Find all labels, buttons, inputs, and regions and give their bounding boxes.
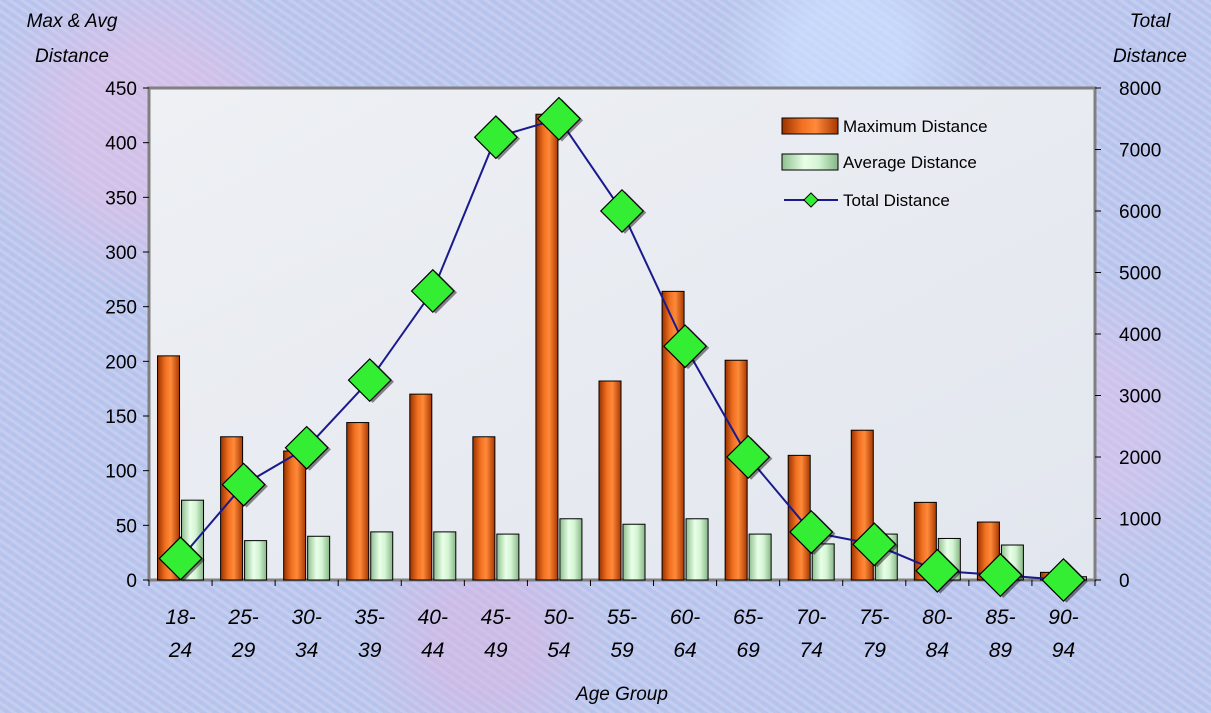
- bar-average-distance: [307, 535, 331, 581]
- marker-total-distance: [1041, 557, 1086, 603]
- bar-maximum-distance: [346, 422, 370, 581]
- legend-marker-total-distance: [803, 192, 819, 208]
- legend-swatch-maximum-distance: [781, 117, 839, 135]
- bar-maximum-distance: [157, 355, 181, 581]
- left-tick-label: 150: [105, 407, 137, 428]
- marker-total-distance: [852, 522, 897, 567]
- right-tick-label: 2000: [1119, 448, 1161, 469]
- bar-maximum-distance: [535, 113, 559, 581]
- legend-swatch-average-distance: [781, 153, 839, 171]
- legend-label-maximum-distance: Maximum Distance: [843, 117, 988, 136]
- x-tick-label: 85-89: [985, 606, 1015, 662]
- bar-average-distance: [370, 531, 394, 581]
- left-tick-label: 100: [105, 462, 137, 483]
- x-tick-label: 35-39: [355, 606, 385, 662]
- bar-average-distance: [622, 523, 646, 581]
- bar-maximum-distance: [598, 380, 622, 581]
- right-tick-label: 1000: [1119, 510, 1161, 531]
- bar-average-distance: [685, 518, 709, 581]
- marker-total-distance: [726, 434, 771, 480]
- left-tick-label: 450: [105, 79, 137, 100]
- right-tick-label: 4000: [1119, 325, 1161, 346]
- left-tick-label: 400: [105, 134, 137, 155]
- left-tick-label: 250: [105, 298, 137, 319]
- marker-total-distance: [536, 96, 581, 141]
- right-tick-label: 8000: [1119, 79, 1161, 100]
- marker-total-distance: [284, 425, 329, 470]
- bar-average-distance: [244, 540, 268, 581]
- marker-total-distance: [410, 268, 455, 314]
- left-tick-label: 200: [105, 352, 137, 373]
- x-tick-label: 30-34: [291, 606, 321, 662]
- left-axis: 0 50 100 150 200 250 300 350 400 450: [105, 79, 149, 592]
- bar-average-distance: [748, 533, 772, 581]
- legend-item-maximum-distance: Maximum Distance: [781, 117, 988, 136]
- marker-total-distance: [473, 115, 518, 160]
- bar-series: [157, 113, 1087, 581]
- x-tick-label: 65-69: [733, 606, 763, 662]
- marker-total-distance: [915, 548, 960, 593]
- right-axis: 0 1000 2000 3000 4000 5000 6000 7000 8000: [1095, 79, 1161, 592]
- legend-label-total-distance: Total Distance: [843, 191, 950, 210]
- left-tick-label: 50: [116, 516, 137, 537]
- legend: Maximum Distance Average Distance Total …: [781, 117, 988, 210]
- x-tick-label: 90-94: [1048, 606, 1078, 662]
- x-tick-label: 50-54: [544, 606, 574, 662]
- marker-total-distance: [347, 358, 392, 403]
- bar-average-distance: [433, 531, 457, 581]
- bar-maximum-distance: [283, 450, 307, 581]
- marker-total-distance: [663, 324, 708, 369]
- right-tick-label: 3000: [1119, 387, 1161, 408]
- marker-total-distance: [599, 188, 645, 234]
- bar-maximum-distance: [472, 436, 496, 581]
- x-tick-label: 18-24: [165, 606, 195, 662]
- bar-maximum-distance: [409, 393, 433, 581]
- right-axis-title-line-1: Total: [1130, 11, 1171, 32]
- x-tick-label: 45-49: [481, 606, 511, 662]
- right-tick-label: 6000: [1119, 202, 1161, 223]
- x-tick-label: 60-64: [670, 606, 700, 662]
- left-axis-title-line-1: Max & Avg: [27, 11, 118, 32]
- right-axis-title-line-2: Distance: [1113, 46, 1187, 67]
- line-series: [158, 96, 1088, 603]
- x-tick-label: 80-84: [922, 606, 952, 662]
- x-tick-label: 70-74: [796, 606, 826, 662]
- bar-average-distance: [811, 543, 835, 581]
- marker-total-distance: [978, 553, 1023, 598]
- marker-total-distance: [221, 462, 266, 507]
- x-axis: 18-24 25-29 30-34 35-39 40-44 45-49 50-54 55-59…: [148, 580, 1096, 662]
- x-tick-label: 55-59: [607, 606, 637, 662]
- marker-total-distance: [789, 509, 834, 555]
- bar-maximum-distance: [661, 290, 685, 581]
- left-tick-label: 0: [126, 571, 137, 592]
- x-tick-label: 25-29: [227, 606, 258, 662]
- left-tick-label: 300: [105, 243, 137, 264]
- left-tick-label: 350: [105, 188, 137, 209]
- right-tick-label: 0: [1119, 571, 1130, 592]
- bar-average-distance: [496, 533, 520, 581]
- right-tick-label: 7000: [1119, 141, 1161, 162]
- marker-total-distance: [158, 536, 203, 581]
- bar-average-distance: [559, 518, 583, 581]
- legend-item-average-distance: Average Distance: [781, 153, 977, 172]
- left-axis-title-line-2: Distance: [35, 46, 109, 67]
- right-tick-label: 5000: [1119, 264, 1161, 285]
- legend-item-total-distance: Total Distance: [784, 191, 950, 210]
- legend-label-average-distance: Average Distance: [843, 153, 977, 172]
- x-tick-label: 75-79: [859, 606, 889, 662]
- plot-area: [147, 86, 1097, 582]
- x-axis-title: Age Group: [575, 684, 668, 705]
- x-tick-label: 40-44: [418, 606, 448, 662]
